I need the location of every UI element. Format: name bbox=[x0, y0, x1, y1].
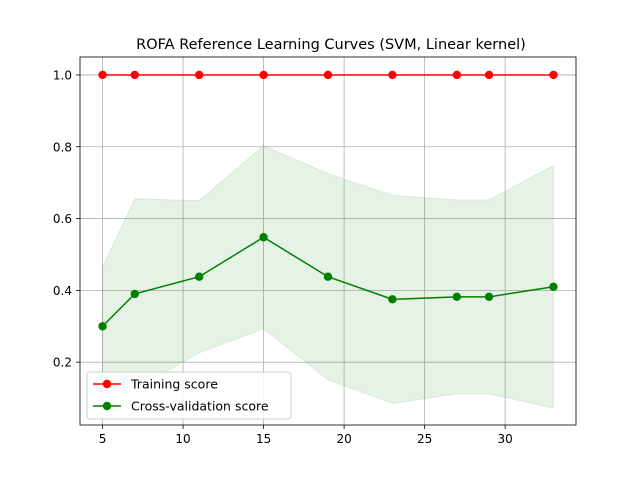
legend-label-0: Training score bbox=[130, 377, 218, 392]
data-point-s1-2 bbox=[194, 272, 204, 281]
legend-marker-1 bbox=[102, 401, 112, 411]
y-tick-label-4: 1.0 bbox=[53, 68, 72, 82]
data-point-s1-3 bbox=[259, 233, 268, 242]
x-tick-label-2: 15 bbox=[256, 432, 271, 446]
y-tick-label-0: 0.2 bbox=[53, 356, 72, 370]
legend: Training score Cross-validation score bbox=[86, 371, 292, 420]
y-tick-label-3: 0.8 bbox=[53, 140, 72, 154]
data-point-s1-4 bbox=[323, 272, 333, 281]
data-point-s1-8 bbox=[549, 282, 558, 291]
data-point-s1-6 bbox=[452, 292, 462, 302]
x-tick-label-3: 20 bbox=[336, 432, 351, 446]
x-tick-label-0: 5 bbox=[99, 432, 107, 446]
chart-title: ROFA Reference Learning Curves (SVM, Lin… bbox=[136, 37, 526, 53]
data-point-s0-5 bbox=[388, 70, 397, 80]
axes-frame bbox=[79, 56, 577, 426]
data-point-s0-2 bbox=[194, 70, 204, 80]
legend-marker-0 bbox=[102, 379, 112, 389]
data-point-s0-8 bbox=[549, 70, 558, 80]
legend-label-1: Cross-validation score bbox=[131, 399, 269, 414]
data-point-s1-5 bbox=[388, 295, 397, 304]
x-tick-label-1: 10 bbox=[175, 432, 190, 446]
data-point-s0-0 bbox=[98, 70, 107, 80]
y-tick-label-1: 0.4 bbox=[53, 284, 72, 298]
data-point-s0-4 bbox=[323, 70, 333, 80]
x-tick-label-5: 30 bbox=[498, 432, 513, 446]
data-point-s1-1 bbox=[130, 289, 139, 299]
x-tick-label-4: 25 bbox=[417, 432, 432, 446]
data-point-s1-0 bbox=[98, 322, 107, 331]
data-point-s0-1 bbox=[130, 70, 139, 80]
plot-area: 5 10 15 20 25 30 0.2 0.4 0.6 0.8 1.0 Training score… bbox=[53, 56, 577, 446]
legend-box bbox=[86, 371, 292, 420]
data-point-s0-3 bbox=[259, 70, 268, 80]
data-point-s0-7 bbox=[484, 70, 494, 80]
y-tick-label-2: 0.6 bbox=[53, 212, 72, 226]
data-point-s0-6 bbox=[452, 70, 462, 80]
data-point-s1-7 bbox=[484, 292, 494, 302]
